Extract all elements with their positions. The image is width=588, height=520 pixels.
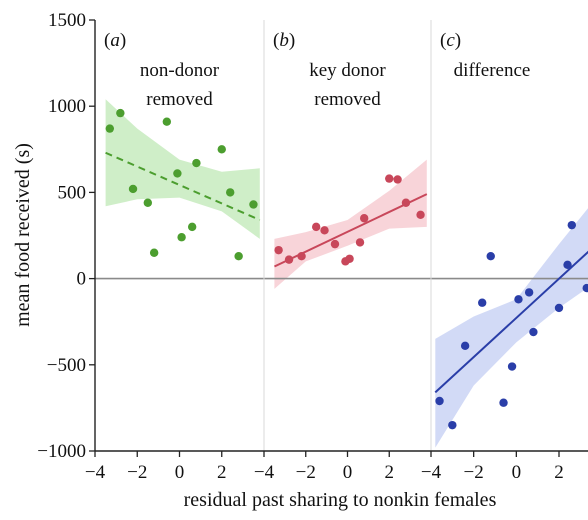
y-tick-labels: 1500 1000 500 0 −500 −1000 bbox=[37, 10, 86, 462]
panel-title-3-line-1: difference bbox=[454, 60, 531, 81]
data-point-2-5 bbox=[320, 226, 329, 235]
data-point-1-2 bbox=[116, 108, 125, 118]
data-point-1-6 bbox=[162, 117, 172, 126]
x-tick-label-3-1: −4 bbox=[421, 462, 442, 483]
x-tick-label-1-2: −2 bbox=[127, 462, 147, 483]
data-point-2-2 bbox=[284, 255, 294, 264]
x-tick-label-1-3: 0 bbox=[175, 462, 185, 483]
data-point-2-4 bbox=[311, 222, 321, 232]
data-point-2-9 bbox=[355, 238, 365, 247]
data-point-1-4 bbox=[143, 198, 153, 207]
panel-labels: (a) non-donor removed (b) key donor removed (c… bbox=[104, 30, 530, 110]
data-point-3-4 bbox=[478, 298, 487, 307]
panel-label-2: (b) bbox=[273, 30, 295, 51]
data-point-1-1 bbox=[105, 124, 114, 133]
confidence-band-2 bbox=[274, 159, 427, 289]
data-point-2-1 bbox=[274, 245, 283, 255]
data-point-1-3 bbox=[128, 184, 138, 194]
data-point-3-10 bbox=[529, 327, 538, 337]
data-point-2-10 bbox=[360, 214, 369, 223]
y-tick-label-3: 500 bbox=[58, 182, 87, 203]
x-tick-label-1-4: 2 bbox=[217, 462, 227, 483]
y-axis-label: mean food received (s) bbox=[12, 143, 34, 327]
data-point-3-6 bbox=[499, 398, 508, 407]
data-point-2-6 bbox=[330, 239, 340, 249]
confidence-bands bbox=[105, 99, 588, 448]
data-point-1-7 bbox=[173, 169, 182, 178]
data-point-3-13 bbox=[567, 220, 576, 230]
panel-label-1: (a) bbox=[104, 30, 126, 51]
confidence-band-1 bbox=[105, 99, 260, 239]
regression-line-3 bbox=[434, 250, 588, 394]
panel-title-1-line-1: non-donor bbox=[140, 60, 220, 81]
confidence-band-3 bbox=[435, 208, 588, 448]
data-point-3-9 bbox=[524, 288, 534, 297]
axes bbox=[89, 19, 588, 457]
panel-title-2-line-2: removed bbox=[314, 89, 381, 110]
data-point-2-3 bbox=[297, 251, 306, 261]
data-point-1-8 bbox=[177, 233, 186, 242]
regression-line-1 bbox=[105, 151, 261, 221]
x-axis-label: residual past sharing to nonkin females bbox=[184, 489, 497, 511]
panel-title-1-line-2: removed bbox=[146, 89, 213, 110]
y-tick-label-5: −500 bbox=[47, 355, 86, 376]
data-point-2-13 bbox=[401, 198, 411, 207]
data-point-2-14 bbox=[416, 210, 425, 220]
panel-separators bbox=[263, 20, 432, 451]
x-tick-label-1-1: −4 bbox=[85, 462, 106, 483]
x-tick-label-3-2: −2 bbox=[464, 462, 484, 483]
x-tick-label-2-2: −2 bbox=[296, 462, 316, 483]
x-tick-label-3-3: 0 bbox=[512, 462, 522, 483]
data-point-1-12 bbox=[226, 188, 235, 197]
y-tick-label-1: 1500 bbox=[48, 10, 86, 31]
data-point-3-5 bbox=[486, 251, 495, 261]
data-point-2-8 bbox=[345, 254, 354, 263]
data-point-3-2 bbox=[448, 420, 457, 430]
data-point-3-3 bbox=[460, 341, 470, 351]
data-points bbox=[105, 108, 588, 430]
x-tick-label-2-4: 2 bbox=[385, 462, 395, 483]
data-point-3-14 bbox=[582, 283, 588, 293]
y-tick-label-6: −1000 bbox=[37, 441, 86, 462]
data-point-1-13 bbox=[234, 251, 243, 261]
data-point-1-9 bbox=[187, 222, 197, 232]
data-point-3-12 bbox=[563, 260, 572, 270]
data-point-3-8 bbox=[514, 295, 523, 304]
data-point-2-12 bbox=[393, 175, 402, 184]
data-point-3-1 bbox=[435, 396, 444, 406]
x-tick-label-2-1: −4 bbox=[254, 462, 275, 483]
data-point-1-14 bbox=[249, 200, 258, 209]
y-tick-label-2: 1000 bbox=[48, 96, 86, 117]
x-tick-label-3-4: 2 bbox=[554, 462, 564, 483]
data-point-3-7 bbox=[507, 362, 517, 371]
data-point-1-10 bbox=[192, 158, 201, 168]
data-point-3-11 bbox=[554, 303, 564, 313]
y-tick-label-4: 0 bbox=[77, 269, 87, 290]
panel-label-3: (c) bbox=[440, 30, 461, 51]
panel-title-2-line-1: key donor bbox=[309, 60, 386, 81]
x-tick-labels: −4 −2 0 2 −4 −2 0 2 −4 −2 0 2 bbox=[85, 462, 564, 483]
data-point-1-11 bbox=[217, 145, 226, 154]
x-tick-label-2-3: 0 bbox=[343, 462, 353, 483]
data-point-1-5 bbox=[149, 248, 159, 257]
data-point-2-11 bbox=[385, 174, 394, 183]
